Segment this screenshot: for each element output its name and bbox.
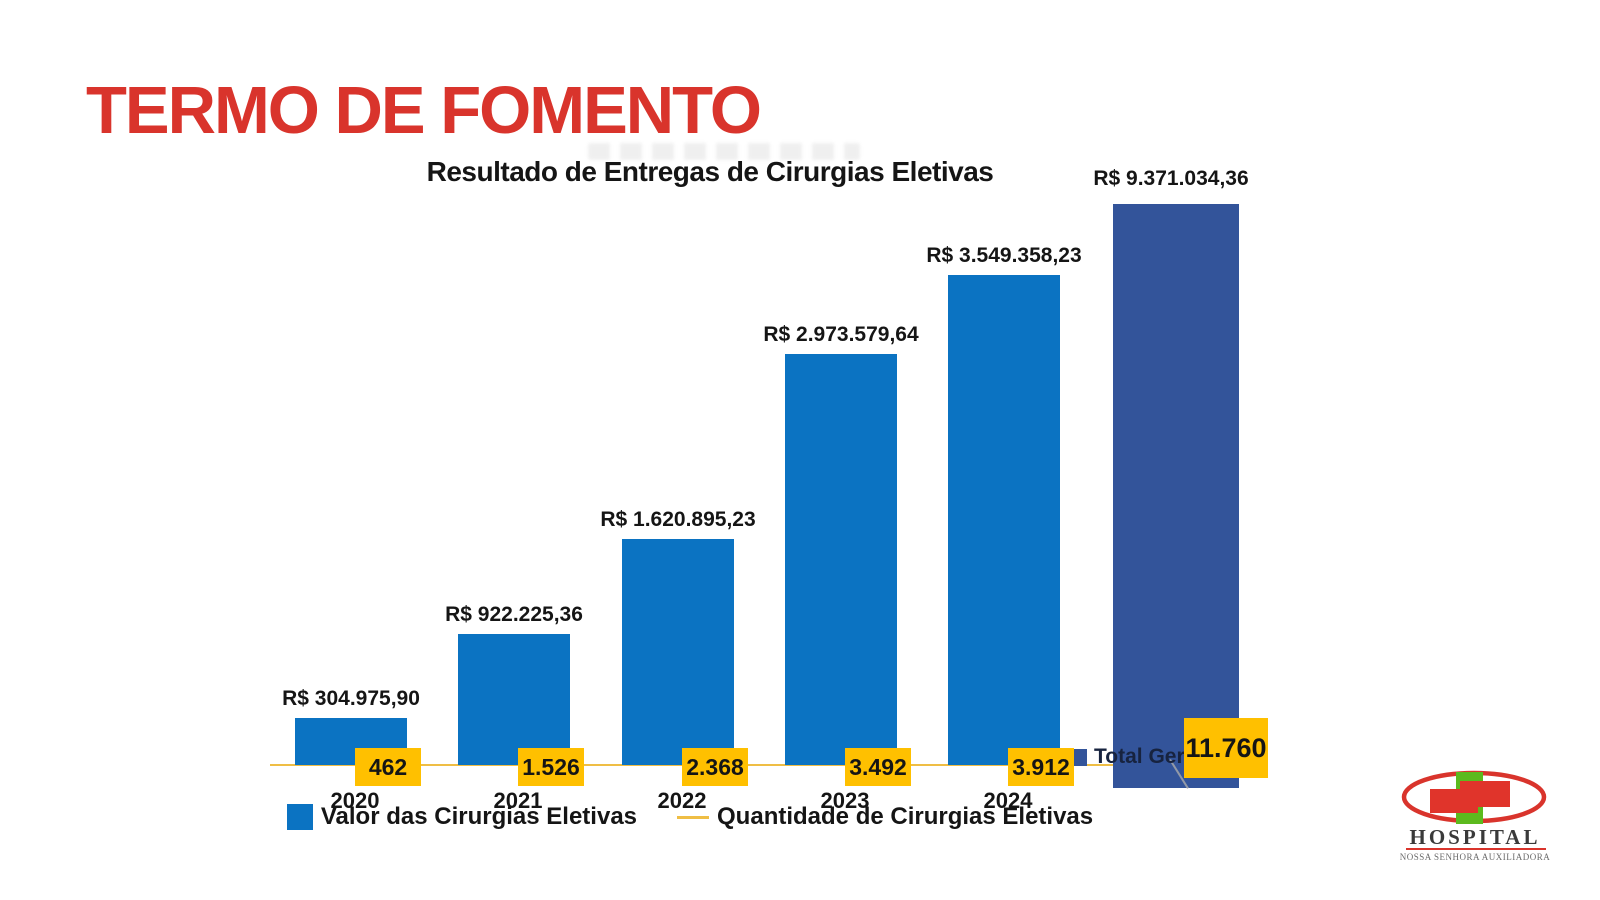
bar-2021 [458, 634, 570, 765]
bar-2023 [785, 354, 897, 765]
quantity-box-2022: 2.368 [682, 748, 748, 786]
quantity-box-2020: 462 [355, 748, 421, 786]
legend-label-valor: Valor das Cirurgias Eletivas [320, 803, 638, 830]
value-label-2023: R$ 2.973.579,64 [763, 323, 919, 346]
logo-hospital-text: HOSPITAL [1410, 825, 1541, 849]
value-label-2022: R$ 1.620.895,23 [600, 508, 756, 531]
axis-label-2023: 2023 [820, 788, 870, 813]
logo-subtitle-text: NOSSA SENHORA AUXILIADORA [1400, 852, 1551, 862]
quantity-box-2021: 1.526 [518, 748, 584, 786]
bar-series-swatch-icon [286, 804, 313, 830]
legend-item-quantidade: Quantidade de Cirurgias Eletivas [677, 803, 1093, 831]
axis-label-2020: 2020 [330, 788, 380, 813]
axis-label-2021: 2021 [493, 788, 543, 813]
page-title: TERMO DE FOMENTO [86, 73, 762, 148]
legend-label-quantidade: Quantidade de Cirurgias Eletivas [717, 803, 1094, 830]
logo-red-cross-bar-right [1460, 781, 1510, 807]
quantity-box-total-geral: 11.760 [1184, 718, 1268, 778]
total-geral-label: Total Geral [1094, 745, 1203, 768]
hospital-logo: HOSPITAL NOSSA SENHORA AUXILIADORA [1400, 770, 1551, 862]
chart-title: Resultado de Entregas de Cirurgias Eleti… [426, 156, 994, 187]
line-series-swatch-icon [677, 815, 710, 819]
bar-total-geral [1113, 204, 1239, 788]
bar-2024 [948, 275, 1060, 765]
legend-item-valor: Valor das Cirurgias Eletivas [286, 803, 638, 831]
value-label-2020: R$ 304.975,90 [282, 687, 420, 710]
faded-text-artifact [588, 143, 860, 160]
value-label-2024: R$ 3.549.358,23 [926, 244, 1082, 267]
axis-label-2024: 2024 [983, 788, 1033, 813]
chart-legend: Valor das Cirurgias Eletivas Quantidade … [250, 803, 1130, 831]
bar-2022 [622, 539, 734, 765]
quantity-box-2023: 3.492 [845, 748, 911, 786]
total-geral-legend: Total Geral [1070, 745, 1202, 769]
value-label-total-geral: R$ 9.371.034,36 [1093, 167, 1249, 190]
axis-label-2022: 2022 [657, 788, 707, 813]
value-label-2021: R$ 922.225,36 [445, 603, 583, 626]
total-geral-swatch-icon [1070, 748, 1087, 766]
quantity-box-2024: 3.912 [1008, 748, 1074, 786]
